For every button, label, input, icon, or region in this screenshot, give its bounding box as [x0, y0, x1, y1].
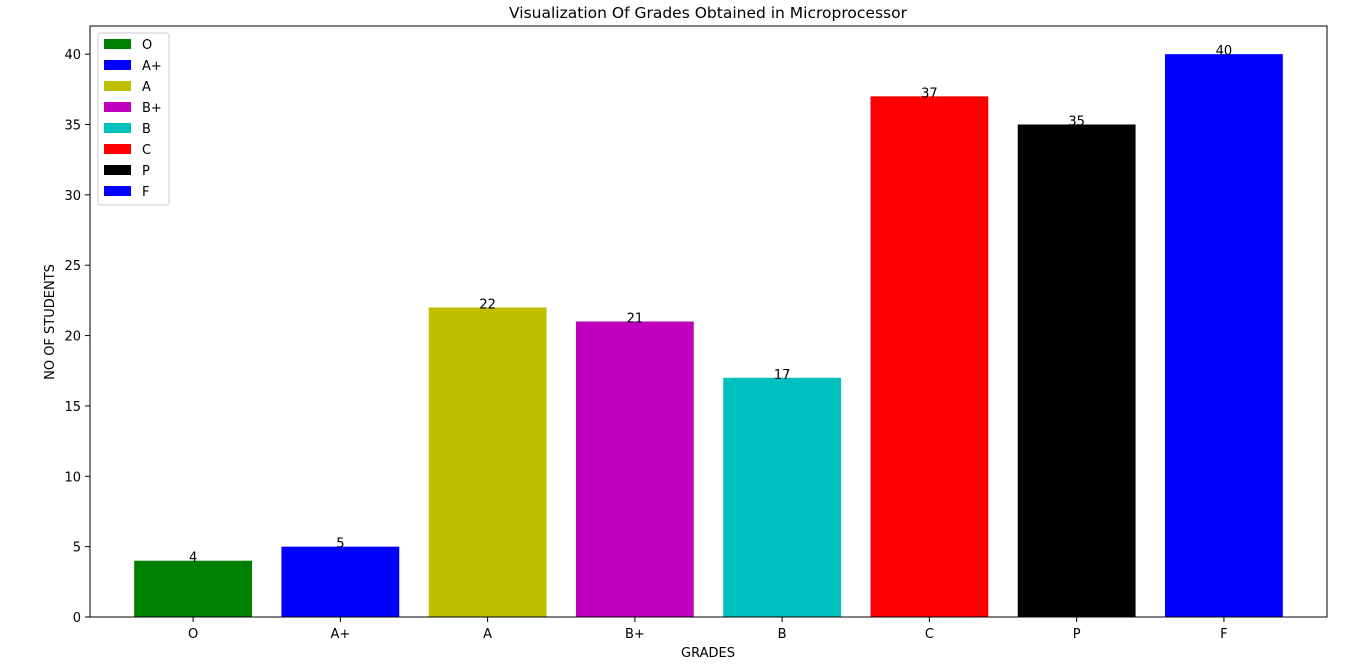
- x-tick-label: B+: [625, 627, 645, 642]
- y-tick-label: 5: [73, 541, 81, 556]
- data-label: 17: [774, 368, 791, 383]
- legend-entry: B: [142, 122, 151, 137]
- x-tick-label: A: [483, 627, 492, 642]
- data-label: 37: [921, 86, 938, 101]
- data-label: 40: [1216, 44, 1233, 59]
- bar-a-plus: [281, 546, 400, 617]
- bar-a: [428, 307, 547, 617]
- data-label: 4: [189, 551, 197, 566]
- bar-b: [723, 377, 842, 617]
- x-axis-label: GRADES: [681, 646, 735, 661]
- y-tick-label: 0: [73, 611, 81, 626]
- x-tick-label: A+: [330, 627, 350, 642]
- data-label: 5: [336, 537, 344, 552]
- bar-c: [870, 96, 989, 618]
- y-tick-label: 25: [64, 259, 81, 274]
- legend-swatch: [104, 144, 131, 154]
- legend-swatch: [104, 186, 131, 196]
- legend-swatch: [104, 60, 131, 70]
- bar-b-plus: [575, 321, 694, 617]
- legend-swatch: [104, 102, 131, 112]
- y-tick-label: 10: [64, 470, 81, 485]
- bar-o: [134, 560, 252, 617]
- y-tick-label: 40: [64, 48, 81, 63]
- legend-entry: B+: [142, 101, 162, 116]
- bar-f: [1165, 54, 1283, 617]
- x-tick-label: B: [778, 627, 787, 642]
- data-label: 21: [627, 312, 644, 327]
- axes-frame: [89, 25, 1328, 618]
- chart-title: Visualization Of Grades Obtained in Micr…: [509, 4, 908, 22]
- legend-swatch: [104, 81, 131, 91]
- legend-entry: C: [142, 143, 151, 158]
- legend-entry: A: [142, 80, 151, 95]
- x-tick-label: O: [188, 627, 198, 642]
- legend-swatch: [104, 39, 131, 49]
- y-tick-label: 15: [64, 400, 81, 415]
- legend-swatch: [104, 165, 131, 175]
- x-tick-label: P: [1073, 627, 1081, 642]
- y-axis-label: NO OF STUDENTS: [43, 264, 58, 380]
- y-tick-label: 20: [64, 330, 81, 345]
- x-tick-label: C: [925, 627, 934, 642]
- legend-entry: P: [142, 164, 150, 179]
- legend-entry: F: [142, 185, 149, 200]
- y-tick-label: 30: [64, 189, 81, 204]
- legend-entry: O: [142, 38, 152, 53]
- y-tick-label: 35: [64, 119, 81, 134]
- legend-entry: A+: [142, 59, 162, 74]
- legend-box: [97, 32, 170, 206]
- data-label: 35: [1068, 115, 1085, 130]
- bar-p: [1017, 124, 1136, 617]
- x-tick-label: F: [1220, 627, 1227, 642]
- data-label: 22: [479, 297, 496, 312]
- legend-swatch: [104, 123, 131, 133]
